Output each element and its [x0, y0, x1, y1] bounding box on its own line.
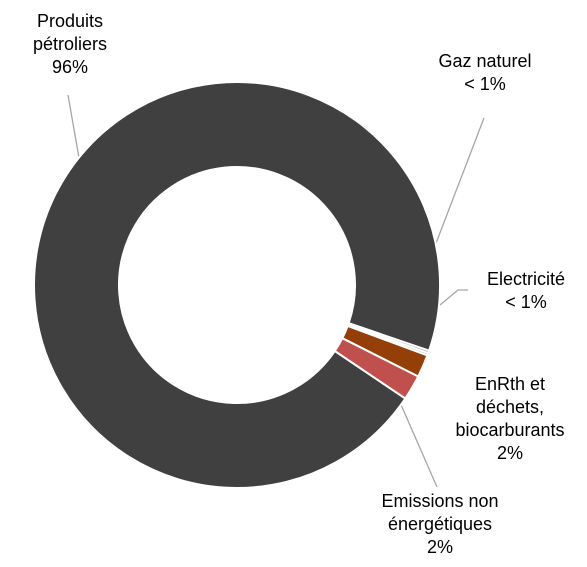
- data-label: EnRth et déchets, biocarburants 2%: [440, 373, 580, 465]
- category-label: Produits pétroliers: [32, 11, 108, 54]
- data-label: Produits pétroliers 96%: [15, 10, 125, 79]
- category-label: EnRth et déchets, biocarburants: [455, 374, 565, 440]
- value-label: 96%: [51, 57, 89, 77]
- category-label: Gaz naturel: [438, 51, 532, 71]
- value-label: < 1%: [505, 292, 547, 312]
- value-label: < 1%: [464, 74, 506, 94]
- value-label: 2%: [496, 443, 523, 463]
- data-label: Gaz naturel < 1%: [405, 50, 565, 96]
- donut-segment: [33, 81, 441, 489]
- donut-segment: [333, 336, 420, 400]
- category-label: Electricité: [486, 269, 566, 289]
- value-label: 2%: [426, 537, 453, 557]
- category-label: Emissions non énergétiques: [381, 491, 499, 534]
- data-label: Emissions non énergétiques 2%: [345, 490, 535, 559]
- data-label: Electricité < 1%: [465, 268, 587, 314]
